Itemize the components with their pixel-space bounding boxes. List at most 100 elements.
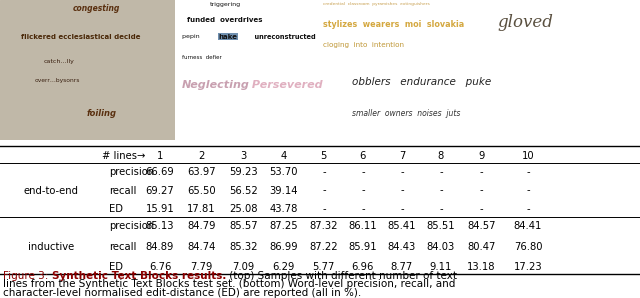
Text: 59.23: 59.23 <box>229 167 257 177</box>
Text: recall: recall <box>109 242 136 252</box>
Text: 85.13: 85.13 <box>146 221 174 231</box>
Text: end-to-end: end-to-end <box>24 186 79 195</box>
Text: 69.27: 69.27 <box>146 186 174 195</box>
Text: (top) Samples with different number of text: (top) Samples with different number of t… <box>226 271 457 281</box>
Text: 85.57: 85.57 <box>229 221 257 231</box>
Text: furness  defier: furness defier <box>182 55 222 60</box>
Text: flickered ecclesiastical decide: flickered ecclesiastical decide <box>21 34 141 40</box>
Text: 84.41: 84.41 <box>514 221 542 231</box>
Text: -: - <box>400 186 404 195</box>
Text: hake: hake <box>218 34 237 40</box>
Text: 17.23: 17.23 <box>514 262 542 272</box>
Text: ED: ED <box>109 204 123 214</box>
Text: 6.96: 6.96 <box>352 262 374 272</box>
Text: 10: 10 <box>522 151 534 161</box>
Text: -: - <box>479 204 483 214</box>
Text: 80.47: 80.47 <box>467 242 495 252</box>
Text: credential  classroom  pyramishes  extinguishers: credential classroom pyramishes extingui… <box>323 2 430 6</box>
Text: 7: 7 <box>399 151 405 161</box>
Text: 76.80: 76.80 <box>514 242 542 252</box>
Text: 8: 8 <box>438 151 444 161</box>
Text: 5: 5 <box>321 151 327 161</box>
Text: congesting: congesting <box>72 4 120 13</box>
Text: -: - <box>526 204 530 214</box>
Text: 86.11: 86.11 <box>349 221 377 231</box>
Text: 4: 4 <box>280 151 287 161</box>
Text: 84.74: 84.74 <box>188 242 216 252</box>
Text: -: - <box>361 186 365 195</box>
Text: -: - <box>361 167 365 177</box>
Text: Figure 3:: Figure 3: <box>3 271 52 281</box>
Text: precision: precision <box>109 221 154 231</box>
Text: overr…bysonrs: overr…bysonrs <box>35 78 81 83</box>
Text: 5.77: 5.77 <box>313 262 335 272</box>
Text: 56.52: 56.52 <box>229 186 257 195</box>
Text: 87.25: 87.25 <box>269 221 298 231</box>
Text: 65.50: 65.50 <box>188 186 216 195</box>
Text: 39.14: 39.14 <box>269 186 298 195</box>
Text: 66.69: 66.69 <box>146 167 174 177</box>
Text: 8.77: 8.77 <box>391 262 413 272</box>
Text: -: - <box>526 186 530 195</box>
Text: -: - <box>439 167 443 177</box>
Text: unreconstructed: unreconstructed <box>250 34 316 40</box>
Text: cloging  into  intention: cloging into intention <box>323 42 404 48</box>
Text: 15.91: 15.91 <box>146 204 174 214</box>
Text: catch…lly: catch…lly <box>44 59 75 64</box>
Text: 6.76: 6.76 <box>149 262 171 272</box>
Text: 63.97: 63.97 <box>188 167 216 177</box>
Text: 6.29: 6.29 <box>273 262 294 272</box>
Text: triggering: triggering <box>210 2 241 7</box>
Text: Persevered: Persevered <box>248 80 322 91</box>
Text: recall: recall <box>109 186 136 195</box>
Text: 7.09: 7.09 <box>232 262 254 272</box>
Text: Neglecting: Neglecting <box>182 80 250 91</box>
Text: 87.32: 87.32 <box>310 221 338 231</box>
Text: -: - <box>400 167 404 177</box>
Text: 84.79: 84.79 <box>188 221 216 231</box>
Text: 2: 2 <box>198 151 205 161</box>
Text: 84.89: 84.89 <box>146 242 174 252</box>
Text: Synthetic Text Blocks results.: Synthetic Text Blocks results. <box>52 271 226 281</box>
Text: -: - <box>479 167 483 177</box>
Text: 86.99: 86.99 <box>269 242 298 252</box>
Text: 84.57: 84.57 <box>467 221 495 231</box>
Text: -: - <box>439 186 443 195</box>
Text: 6: 6 <box>360 151 366 161</box>
Text: precision: precision <box>109 167 154 177</box>
Text: 84.43: 84.43 <box>388 242 416 252</box>
Text: 85.91: 85.91 <box>349 242 377 252</box>
Text: gloved: gloved <box>497 14 554 31</box>
Text: lines from the Synthetic Text Blocks test set. (bottom) Word-level precision, re: lines from the Synthetic Text Blocks tes… <box>3 279 456 289</box>
Text: 1: 1 <box>157 151 163 161</box>
Text: 7.79: 7.79 <box>191 262 212 272</box>
Text: pepin: pepin <box>182 34 204 39</box>
Text: 25.08: 25.08 <box>229 204 257 214</box>
Text: inductive: inductive <box>28 242 74 252</box>
Text: -: - <box>322 204 326 214</box>
Text: 3: 3 <box>240 151 246 161</box>
Text: 43.78: 43.78 <box>269 204 298 214</box>
Text: 85.51: 85.51 <box>427 221 455 231</box>
Text: 87.22: 87.22 <box>310 242 338 252</box>
Text: 84.03: 84.03 <box>427 242 455 252</box>
Text: -: - <box>322 186 326 195</box>
Text: funded  overdrives: funded overdrives <box>187 18 262 24</box>
Text: character-level normalised edit-distance (ED) are reported (all in %).: character-level normalised edit-distance… <box>3 288 362 298</box>
Text: 85.41: 85.41 <box>388 221 416 231</box>
Text: foiling: foiling <box>86 109 116 118</box>
Text: -: - <box>361 204 365 214</box>
Text: 13.18: 13.18 <box>467 262 495 272</box>
Text: -: - <box>479 186 483 195</box>
Text: 53.70: 53.70 <box>269 167 298 177</box>
Text: -: - <box>400 204 404 214</box>
Text: 9.11: 9.11 <box>430 262 452 272</box>
Text: 9: 9 <box>478 151 484 161</box>
Text: 85.32: 85.32 <box>229 242 257 252</box>
Text: ED: ED <box>109 262 123 272</box>
Text: smaller  owners  noises  juts: smaller owners noises juts <box>352 108 460 117</box>
Text: -: - <box>439 204 443 214</box>
Text: -: - <box>526 167 530 177</box>
Text: # lines→: # lines→ <box>102 151 146 161</box>
Text: -: - <box>322 167 326 177</box>
